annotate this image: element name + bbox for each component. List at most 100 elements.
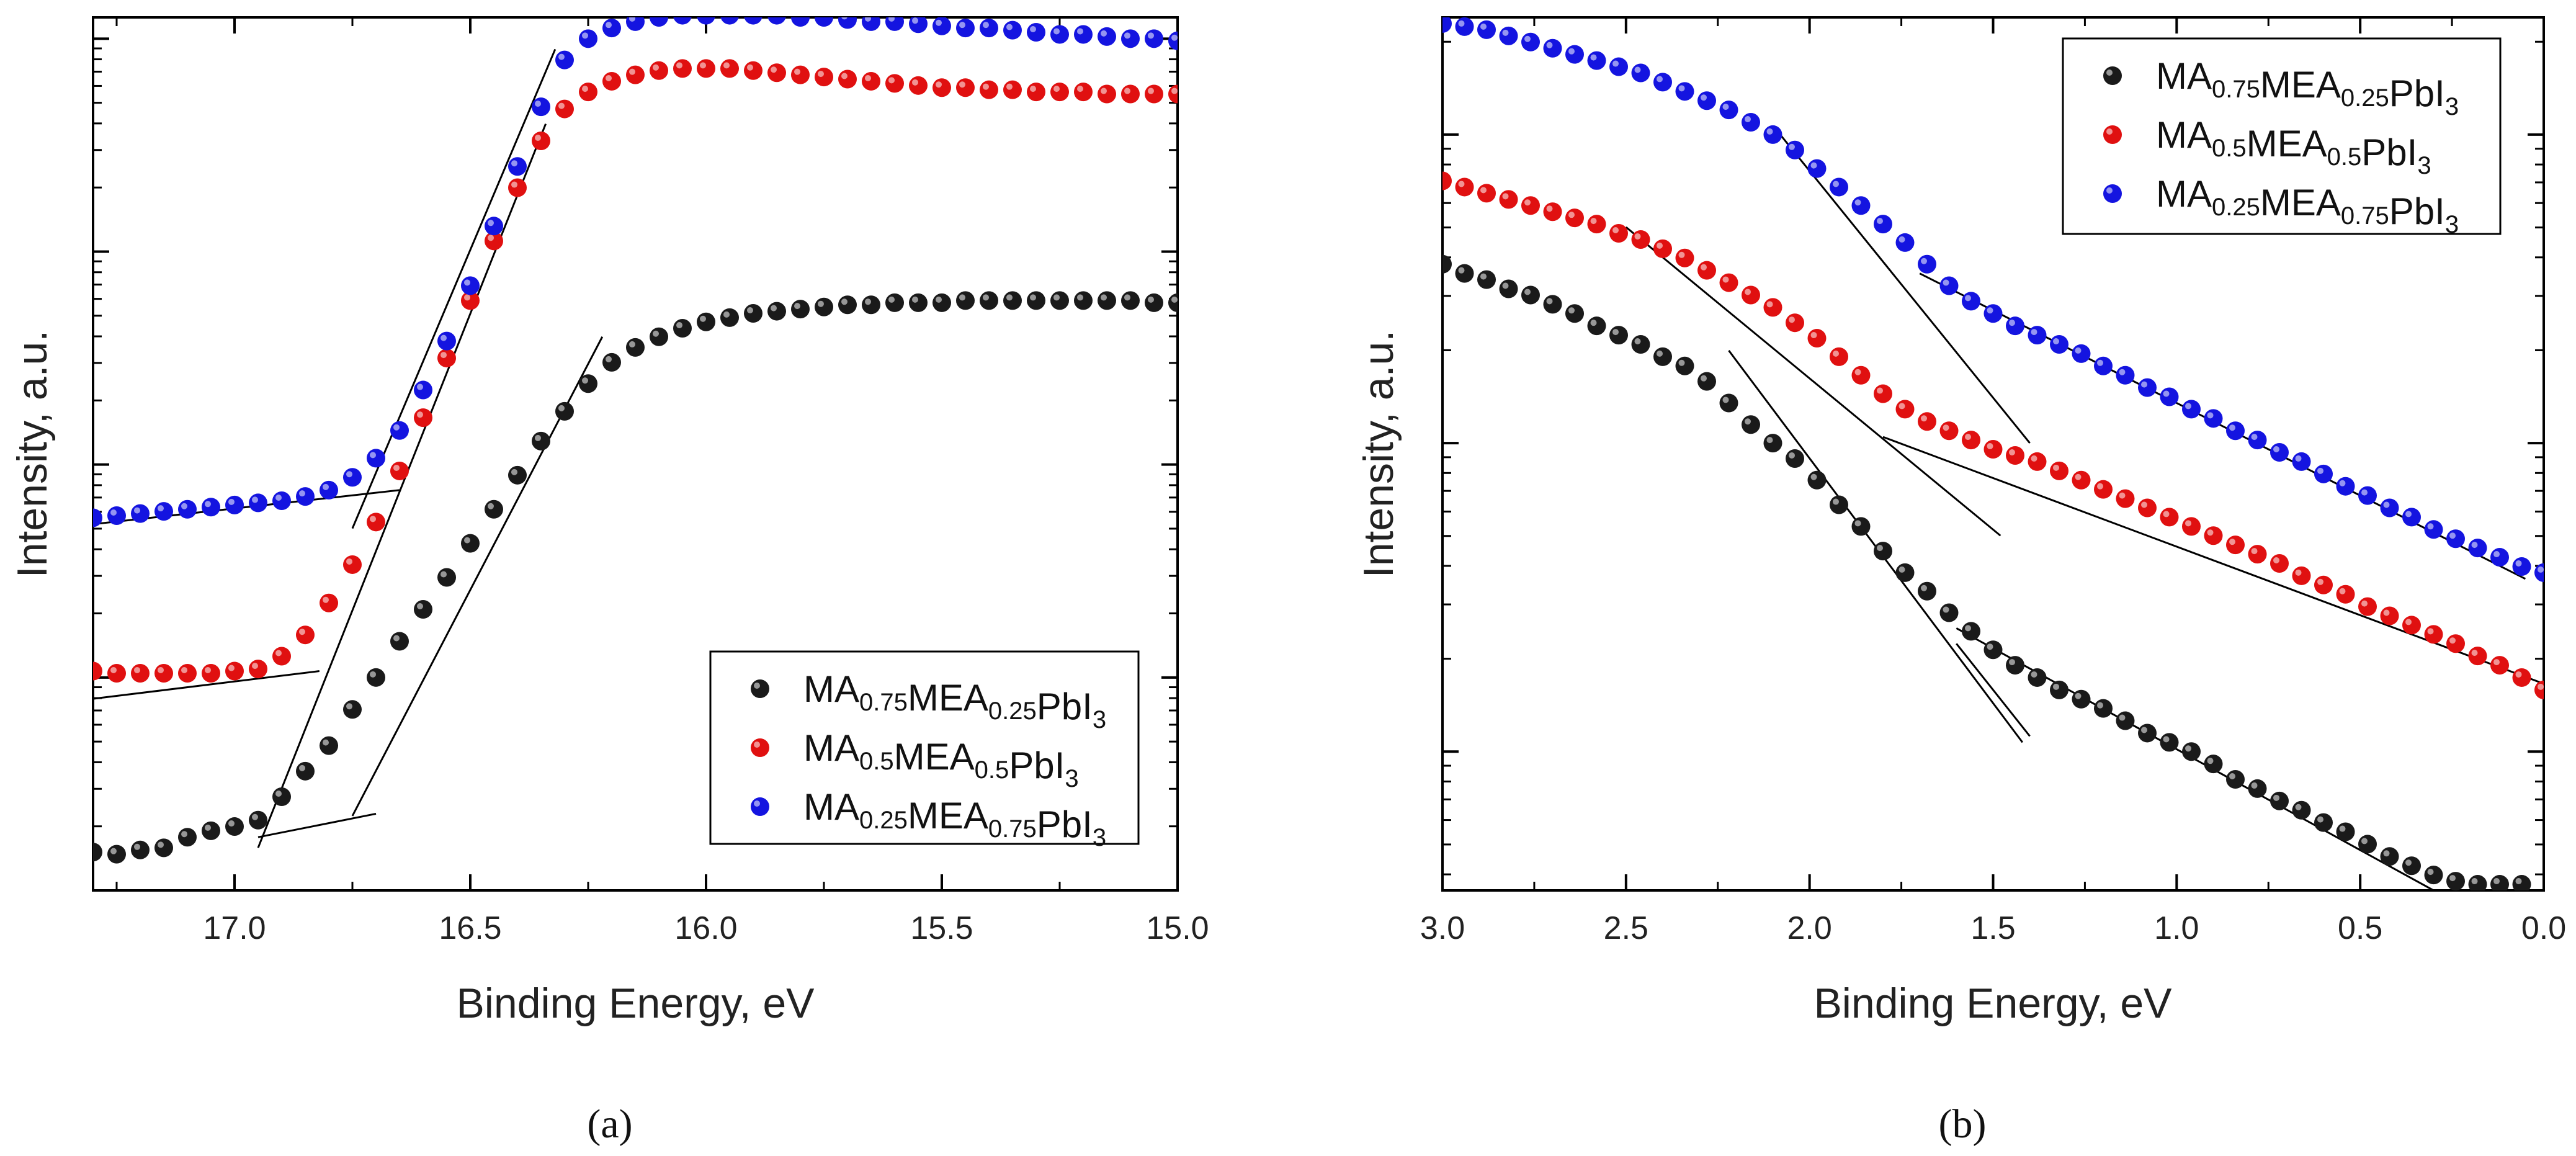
legend-text-part: MA: [2156, 55, 2212, 97]
data-point: [320, 593, 338, 612]
data-point-highlight: [228, 498, 235, 505]
x-tick-label: 2.0: [1787, 910, 1832, 946]
data-point-highlight: [2031, 329, 2037, 336]
data-point: [1121, 84, 1140, 104]
data-point: [1050, 83, 1069, 102]
data-point: [1098, 27, 1116, 46]
data-point-highlight: [441, 352, 447, 359]
data-point: [1609, 224, 1628, 243]
data-point: [1455, 177, 1474, 197]
data-point: [1742, 113, 1760, 132]
data-point: [1499, 279, 1518, 298]
legend-text-part: PbI: [1037, 686, 1093, 727]
panel-b: 3.0 2.5 2.0 1.5 1.0 0.5 0.0 Binding Energy, eV I…: [1355, 16, 2566, 1147]
data-point: [2028, 326, 2047, 345]
data-point-highlight: [393, 424, 400, 431]
data-point: [720, 308, 739, 327]
data-point-highlight: [181, 666, 187, 673]
data-point-highlight: [1701, 375, 1707, 382]
data-point: [767, 302, 786, 321]
data-point-highlight: [959, 22, 965, 29]
legend-marker: [2103, 125, 2122, 144]
data-point-highlight: [488, 220, 494, 226]
data-point: [2314, 464, 2333, 483]
data-point-highlight: [818, 71, 824, 78]
data-point-highlight: [2207, 529, 2214, 536]
data-point: [815, 297, 833, 316]
data-point-highlight: [2339, 480, 2346, 486]
data-point-highlight: [1877, 218, 1883, 225]
data-point-highlight: [110, 848, 117, 854]
data-point: [2270, 791, 2289, 810]
data-point: [1631, 230, 1650, 249]
data-point: [343, 468, 362, 487]
data-point: [1565, 304, 1584, 323]
data-point: [1098, 84, 1116, 104]
y-axis-title: Intensity, a.u.: [1355, 330, 1402, 578]
data-point-highlight: [1634, 66, 1641, 73]
data-point: [1807, 159, 1827, 178]
data-point: [1098, 291, 1116, 310]
data-point: [1786, 313, 1804, 333]
fit-line: [1882, 436, 2544, 685]
data-point: [1742, 285, 1760, 305]
x-tick-label: 3.0: [1420, 910, 1465, 946]
data-point: [932, 293, 951, 312]
data-point: [1851, 517, 1871, 536]
data-point-highlight: [2119, 492, 2126, 499]
data-point-highlight: [983, 22, 989, 29]
data-point-highlight: [1789, 452, 1795, 459]
legend-marker-highlight: [2106, 187, 2113, 194]
data-point-highlight: [2361, 838, 2368, 845]
data-point-highlight: [912, 17, 918, 24]
data-point-highlight: [1101, 294, 1107, 301]
data-point: [980, 80, 998, 99]
data-point-highlight: [346, 703, 352, 710]
data-point: [1168, 84, 1178, 104]
data-point: [1830, 495, 1848, 514]
data-point: [1874, 384, 1892, 403]
data-point-highlight: [700, 62, 706, 69]
data-point: [1003, 291, 1022, 310]
data-point: [697, 312, 715, 331]
data-point-highlight: [747, 9, 753, 16]
data-point: [2094, 480, 2113, 499]
data-point: [2248, 545, 2267, 564]
data-point-highlight: [1854, 369, 1861, 375]
data-point: [1851, 196, 1871, 215]
data-point-highlight: [2515, 560, 2522, 567]
data-point-highlight: [2427, 523, 2434, 530]
data-point-highlight: [158, 505, 164, 512]
data-point-highlight: [2493, 659, 2500, 666]
data-point-highlight: [205, 824, 211, 831]
data-point: [1003, 20, 1022, 40]
data-point: [1442, 254, 1452, 274]
data-point-highlight: [558, 405, 565, 411]
legend-marker: [2103, 184, 2122, 203]
data-point: [720, 59, 739, 78]
data-point: [1742, 415, 1760, 434]
data-point: [2050, 335, 2068, 354]
data-point-highlight: [2427, 628, 2434, 635]
data-point-highlight: [1480, 23, 1487, 30]
data-point: [1145, 293, 1163, 312]
data-point: [461, 276, 480, 295]
data-point: [2380, 847, 2399, 866]
data-point: [555, 401, 574, 421]
data-point-highlight: [653, 64, 659, 71]
legend-marker-highlight: [2106, 69, 2113, 76]
data-point: [414, 380, 432, 400]
fit-line: [257, 123, 547, 848]
data-point: [767, 63, 786, 83]
data-point-highlight: [181, 831, 187, 838]
data-point: [508, 178, 527, 197]
data-point-highlight: [1965, 434, 1971, 441]
data-point-highlight: [1877, 545, 1883, 552]
data-point-highlight: [1546, 205, 1553, 212]
data-point: [367, 668, 385, 687]
x-tick-label: 2.5: [1604, 910, 1648, 946]
data-point-highlight: [370, 452, 376, 459]
data-point-highlight: [747, 307, 753, 314]
data-point-highlight: [346, 558, 352, 565]
